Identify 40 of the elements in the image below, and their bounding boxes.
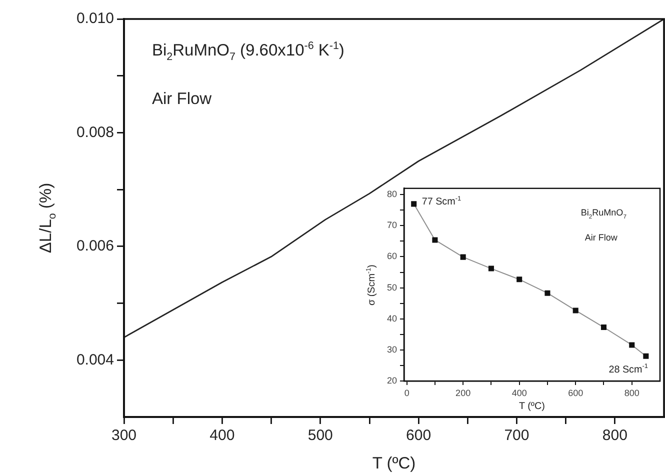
point [572, 308, 578, 314]
text: Bi$_{2}$RuMnO$_{7}$ (9.60x10$^{-6}$ K$^{-1}$) [152, 40, 344, 63]
point [600, 324, 606, 330]
y-tick-label: 0.008 [76, 124, 114, 141]
annotation: Bi$_{2}$RuMnO$_{7}$ [580, 208, 626, 222]
annotation: Air Flow [584, 232, 618, 243]
point [432, 237, 438, 243]
annotation: 77 Scm$^{-1}$ [422, 195, 462, 208]
x-tick-label: 200 [456, 388, 471, 398]
y-tick-label: 80 [386, 189, 397, 200]
y-tick-label: 30 [386, 344, 397, 354]
point [516, 276, 522, 282]
x-tick-label: 800 [602, 427, 628, 444]
x-axis-title: T (ºC) [372, 454, 416, 472]
x-tick-label: 500 [308, 427, 333, 444]
y-tick-label: 0.004 [76, 351, 114, 368]
y-tick-label: 40 [386, 313, 397, 324]
point [460, 254, 466, 260]
x-tick-label: 800 [624, 388, 640, 398]
x-tick-label: 400 [210, 427, 235, 444]
y-tick-label: 70 [386, 220, 397, 230]
x-tick-label: 600 [568, 388, 584, 398]
point [488, 266, 494, 272]
x-tick-label: 300 [111, 427, 137, 444]
y-tick-label: 50 [386, 282, 397, 292]
y-tick-label: 0.006 [76, 238, 114, 255]
x-tick-label: 0 [404, 388, 410, 398]
annotation: Air Flow [152, 90, 212, 108]
x-tick-label: 700 [504, 427, 530, 444]
point [629, 342, 635, 348]
x-tick-label: 400 [512, 388, 527, 398]
y-tick-label: 0.010 [76, 10, 114, 28]
y-tick-label: 60 [386, 251, 397, 262]
annotation: 28 Scm$^{-1}$ [608, 363, 648, 376]
point [411, 201, 417, 207]
y-tick-label: 20 [386, 375, 397, 386]
point [544, 290, 550, 296]
x-tick-label: 600 [406, 427, 432, 444]
point [643, 353, 649, 359]
x-axis-title: T (ºC) [519, 401, 545, 412]
